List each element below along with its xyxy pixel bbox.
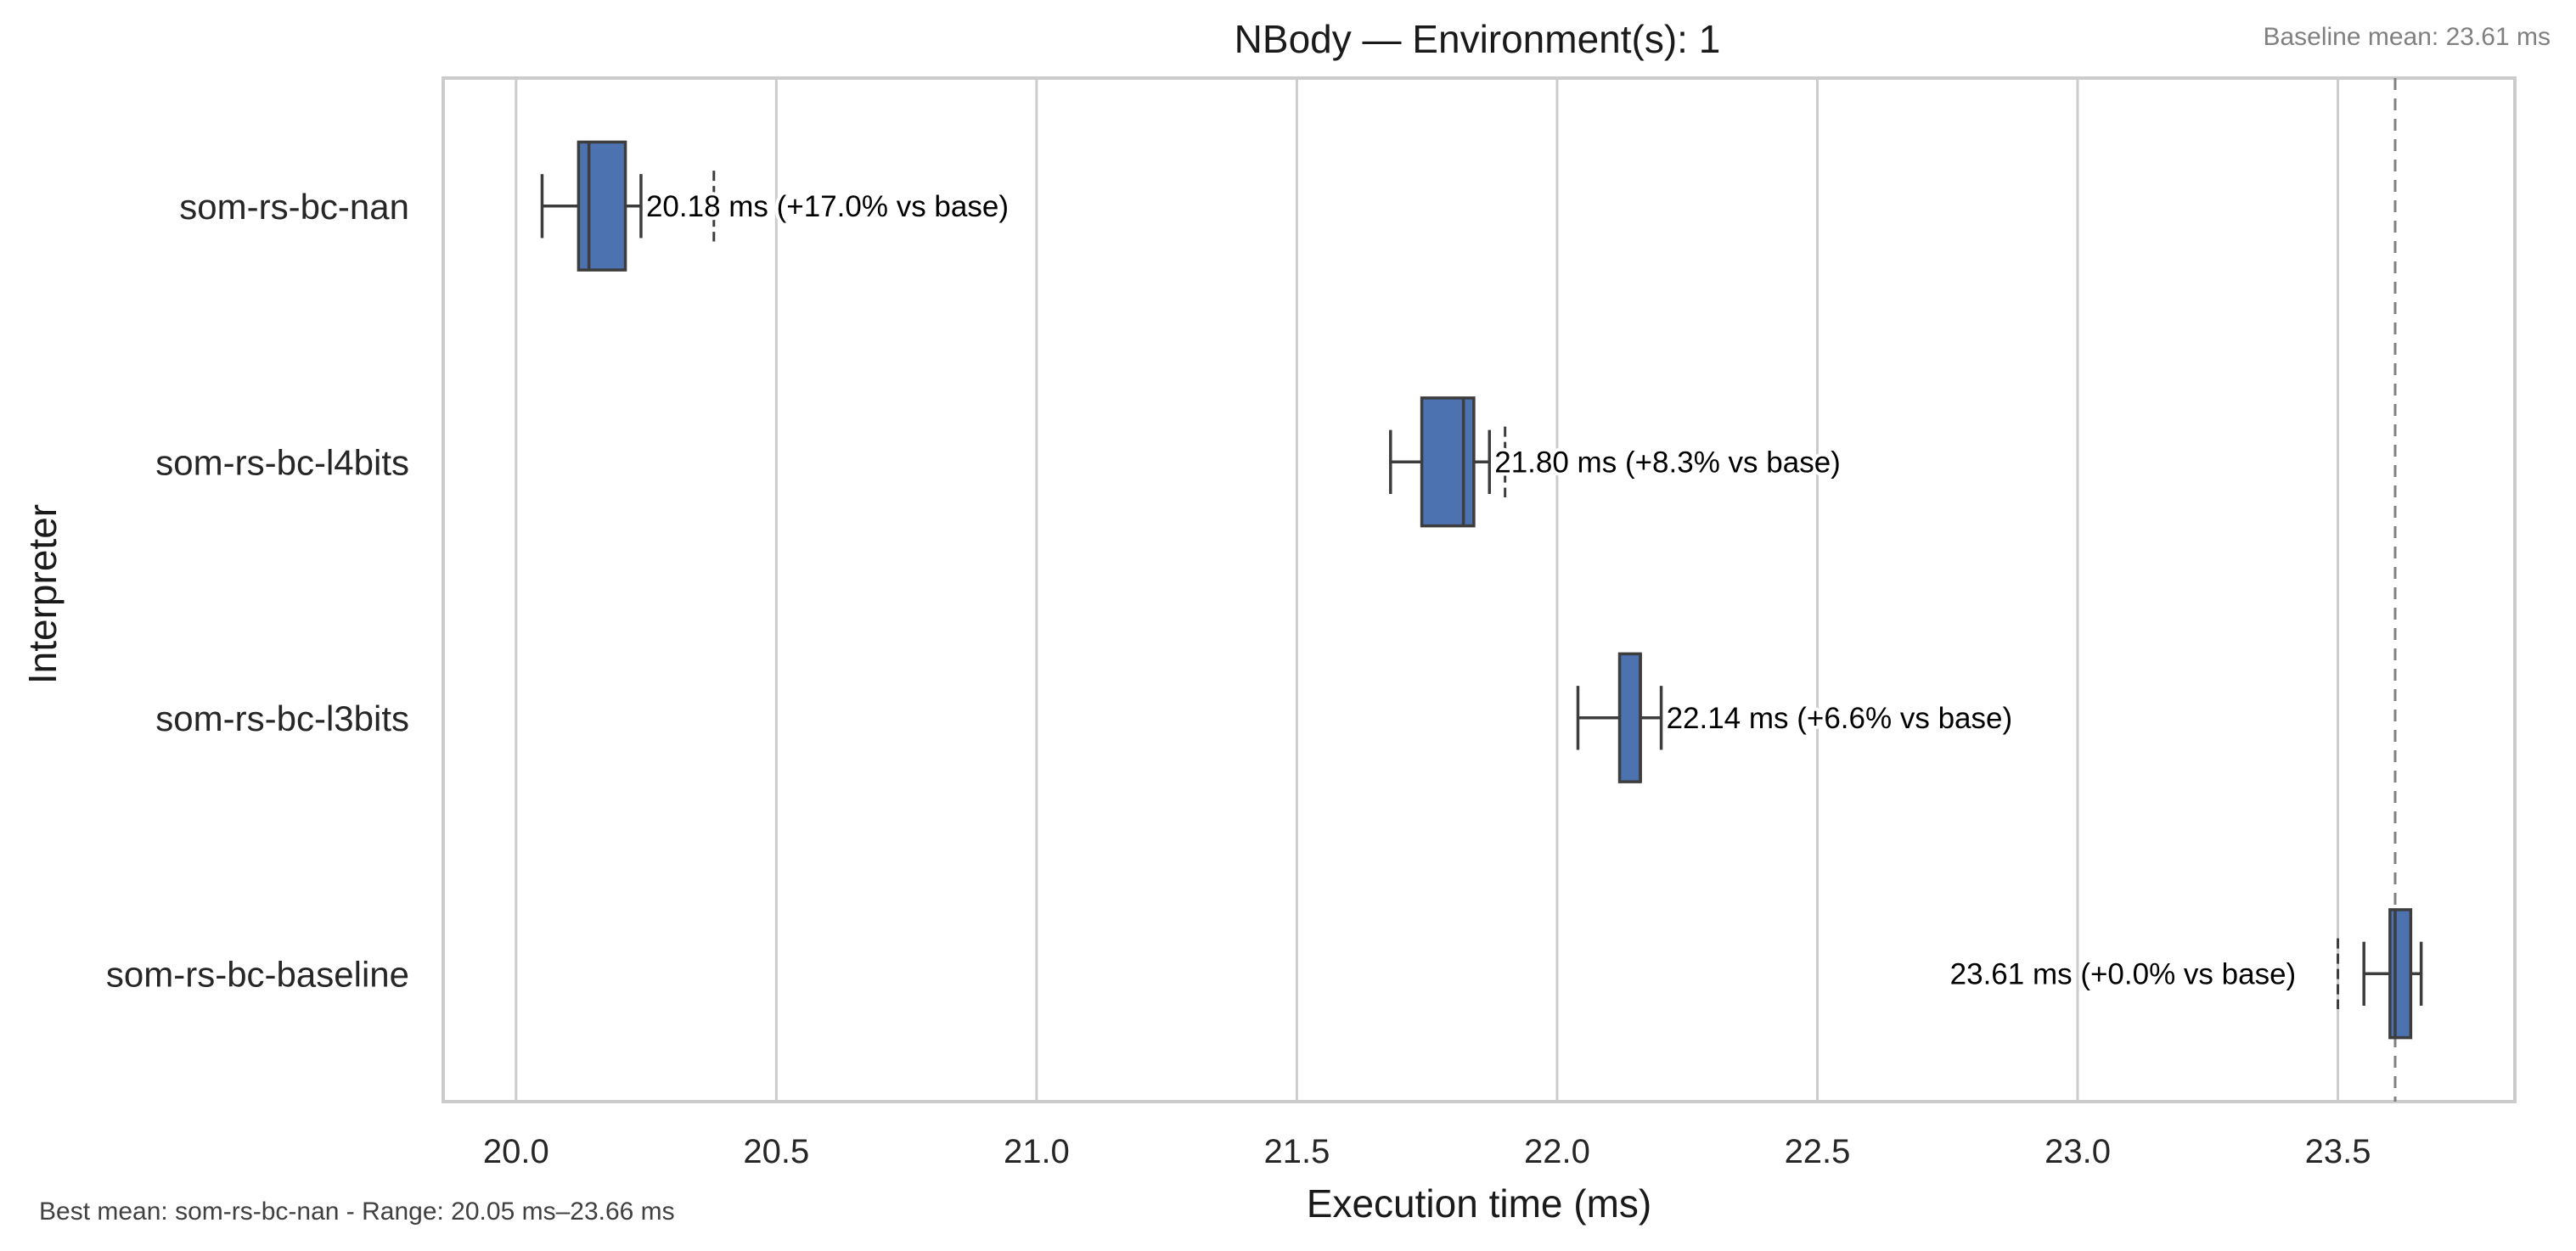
chart-title: NBody — Environment(s): 1 [1235, 17, 1721, 61]
y-axis-label: Interpreter [20, 504, 65, 684]
x-tick-label: 22.5 [1785, 1133, 1851, 1170]
data-label: 23.61 ms (+0.0% vs base) [1950, 957, 2297, 990]
x-tick-label: 21.0 [1004, 1133, 1070, 1170]
data-labels: 20.18 ms (+17.0% vs base) 21.80 ms (+8.3%… [643, 187, 2299, 995]
plot-frame [442, 76, 2517, 1103]
x-tick-label: 20.0 [483, 1133, 549, 1170]
iqr-box [1617, 652, 1642, 783]
footer-note: Best mean: som-rs-bc-nan - Range: 20.05 … [39, 1198, 675, 1226]
x-axis-label: Execution time (ms) [1307, 1181, 1651, 1226]
y-tick-label: som-rs-bc-l3bits [155, 698, 409, 738]
y-tick-label: som-rs-bc-nan [179, 187, 409, 227]
box-plots [540, 140, 2423, 1040]
iqr-box [1420, 396, 1476, 528]
x-tick-label: 20.5 [743, 1133, 809, 1170]
x-tick-label: 23.5 [2305, 1133, 2371, 1170]
x-tick-label: 23.0 [2044, 1133, 2111, 1170]
x-axis-ticks: 20.0 20.5 21.0 21.5 22.0 22.5 23.0 23.5 [483, 1133, 2371, 1170]
data-label: 22.14 ms (+6.6% vs base) [1667, 702, 2013, 735]
y-tick-label: som-rs-bc-l4bits [155, 442, 409, 482]
data-label: 20.18 ms (+17.0% vs base) [646, 190, 1009, 223]
x-tick-label: 22.0 [1524, 1133, 1590, 1170]
x-tick-label: 21.5 [1263, 1133, 1330, 1170]
x-gridlines [515, 78, 2340, 1102]
data-label: 21.80 ms (+8.3% vs base) [1494, 446, 1841, 479]
y-axis-ticks: som-rs-bc-nan som-rs-bc-l4bits som-rs-bc-l… [106, 187, 409, 995]
iqr-box [2388, 908, 2413, 1040]
baseline-note: Baseline mean: 23.61 ms [2263, 23, 2551, 51]
iqr-box [577, 140, 627, 272]
y-tick-label: som-rs-bc-baseline [106, 954, 409, 994]
